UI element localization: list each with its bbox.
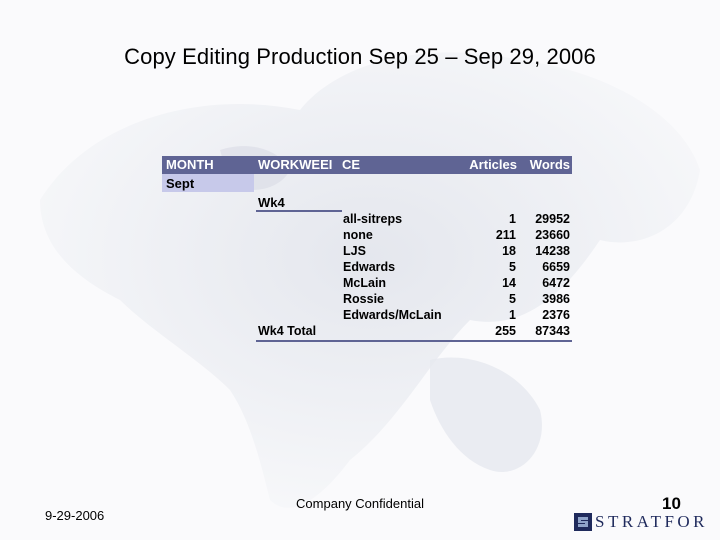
words-cell: 2376 <box>542 308 570 322</box>
ce-cell: LJS <box>343 244 366 258</box>
header-words: Words <box>529 157 570 172</box>
ce-cell: Edwards <box>343 260 396 274</box>
footer-confidential: Company Confidential <box>296 496 424 511</box>
table-header: MONTH WORKWEEI CE Articles Words <box>162 156 572 174</box>
total-divider <box>256 340 572 342</box>
slide-title: Copy Editing Production Sep 25 – Sep 29,… <box>124 44 596 69</box>
words-cell: 14238 <box>535 244 570 258</box>
header-articles: Articles <box>469 157 517 172</box>
articles-cell: 14 <box>502 276 516 290</box>
words-cell: 3986 <box>542 292 570 306</box>
stratfor-emblem-icon <box>574 513 592 531</box>
ce-cell: all-sitreps <box>343 212 403 226</box>
words-cell: 23660 <box>535 228 570 242</box>
week-divider <box>256 210 342 212</box>
logo-wordmark: STRATFOR <box>595 512 709 531</box>
articles-cell: 1 <box>509 212 516 226</box>
header-ce: CE <box>342 157 361 172</box>
articles-cell: 18 <box>502 244 516 258</box>
ce-cell: Edwards/McLain <box>343 308 442 322</box>
table-row: Edwards/McLain 1 2376 <box>162 308 572 324</box>
articles-cell: 5 <box>509 260 516 274</box>
words-cell: 6472 <box>542 276 570 290</box>
ce-cell: none <box>343 228 373 242</box>
stratfor-logo: STRATFOR <box>574 512 709 531</box>
header-workweek: WORKWEEI <box>258 157 333 172</box>
total-words: 87343 <box>535 324 570 338</box>
articles-cell: 1 <box>509 308 516 322</box>
ce-cell: Rossie <box>343 292 384 306</box>
table-row: none 211 23660 <box>162 228 572 244</box>
total-label: Wk4 Total <box>258 324 317 338</box>
header-month: MONTH <box>166 157 214 172</box>
table-row: all-sitreps 1 29952 <box>162 212 572 228</box>
articles-cell: 5 <box>509 292 516 306</box>
table-body: all-sitreps 1 29952 none 211 23660 LJS 1… <box>162 212 572 324</box>
table-row: Rossie 5 3986 <box>162 292 572 308</box>
week-label: Wk4 <box>258 195 285 210</box>
ce-cell: McLain <box>343 276 387 290</box>
footer-date: 9-29-2006 <box>45 508 105 523</box>
articles-cell: 211 <box>495 228 516 242</box>
table-row: Edwards 5 6659 <box>162 260 572 276</box>
total-row: Wk4 Total 255 87343 <box>256 324 572 340</box>
words-cell: 6659 <box>542 260 570 274</box>
page-number: 10 <box>662 494 681 513</box>
month-value: Sept <box>166 176 195 191</box>
table-row: LJS 18 14238 <box>162 244 572 260</box>
words-cell: 29952 <box>535 212 570 226</box>
table-row: McLain 14 6472 <box>162 276 572 292</box>
month-cell: Sept <box>162 174 254 192</box>
total-articles: 255 <box>495 324 516 338</box>
